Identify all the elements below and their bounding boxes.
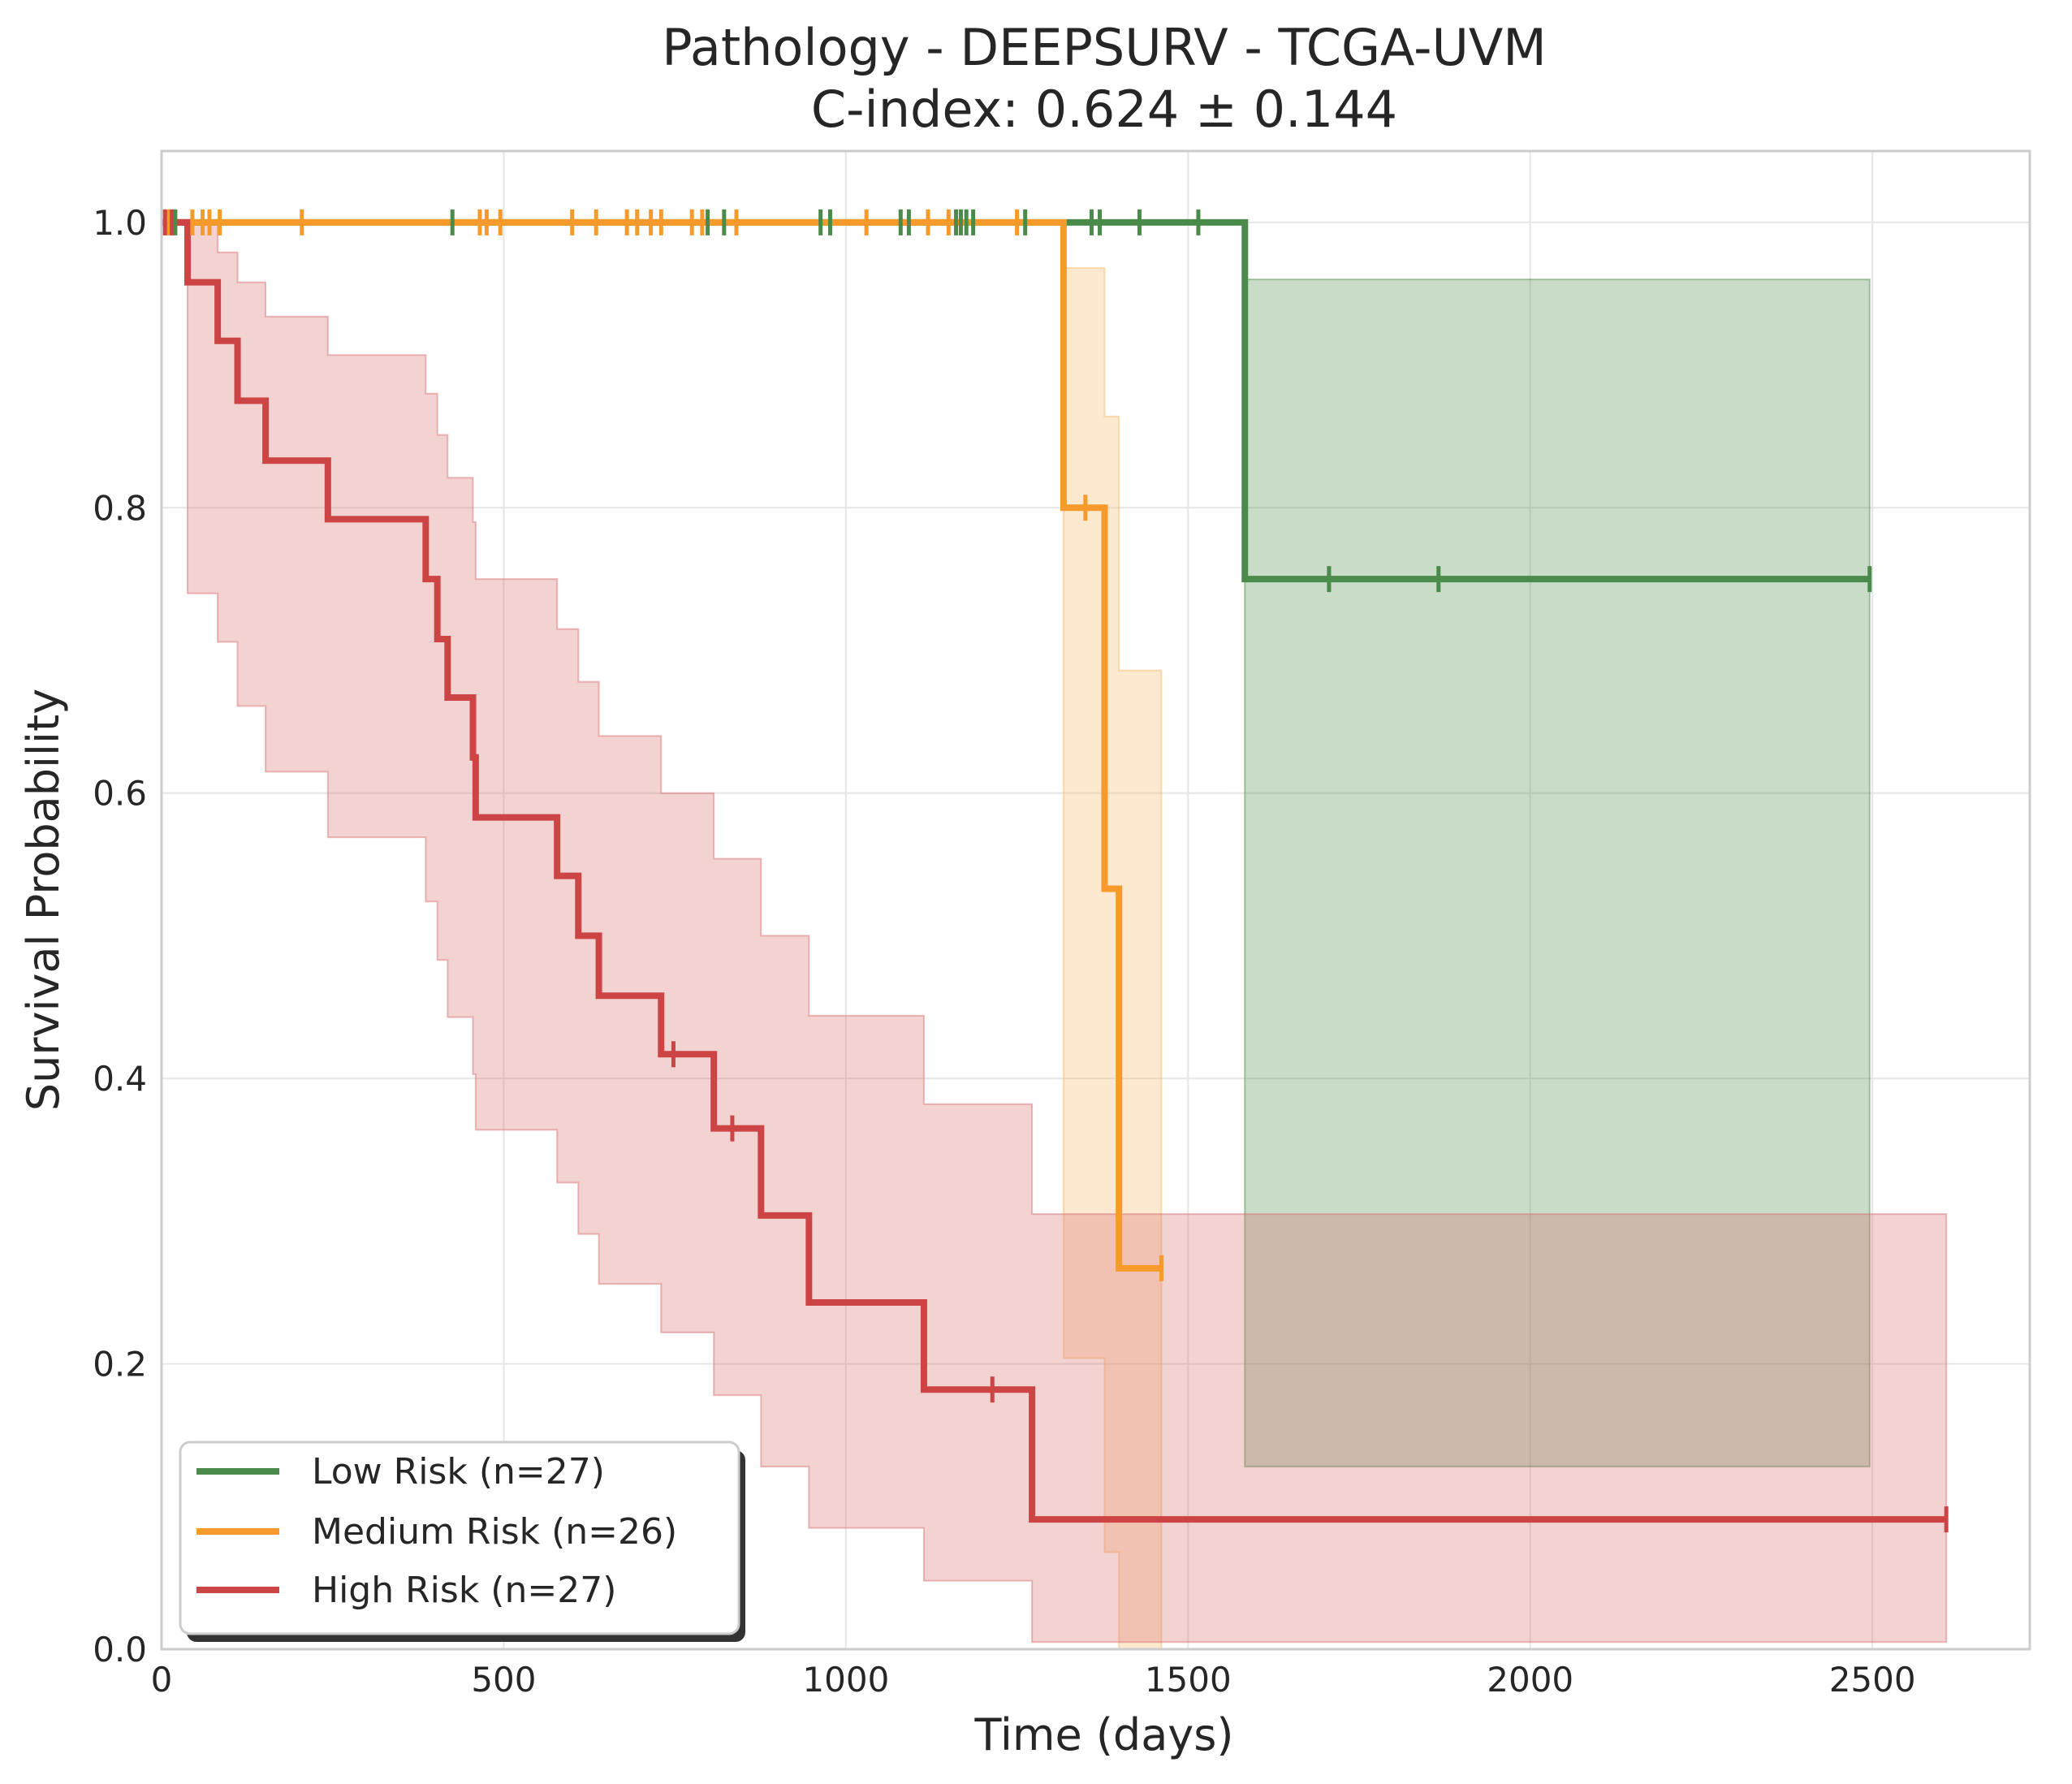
x-tick-label: 1500 <box>1145 1660 1232 1700</box>
x-axis-label: Time (days) <box>974 1709 1234 1760</box>
y-tick-label: 1.0 <box>93 203 147 243</box>
legend-label-high-risk: High Risk (n=27) <box>312 1570 616 1611</box>
legend-label-low-risk: Low Risk (n=27) <box>312 1451 605 1492</box>
y-tick-label: 0.2 <box>93 1345 147 1384</box>
survival-curve-high-risk <box>162 218 1947 1523</box>
legend-label-medium-risk: Medium Risk (n=26) <box>312 1511 677 1553</box>
y-tick-label: 0.4 <box>93 1059 147 1099</box>
plot-frame <box>160 149 2031 1651</box>
censor-marks <box>162 209 1949 1533</box>
x-tick-label: 500 <box>471 1660 536 1700</box>
ci-band-high-risk <box>187 221 1948 1644</box>
chart-subtitle: C-index: 0.624 ± 0.144 <box>811 80 1397 139</box>
y-axis-label: Survival Probability <box>18 689 69 1111</box>
x-axis-ticks: 0 500 1000 1500 2000 2500 <box>151 1660 1916 1700</box>
legend: Low Risk (n=27) Medium Risk (n=26) High … <box>179 1441 745 1642</box>
x-tick-label: 2000 <box>1487 1660 1573 1700</box>
y-tick-label: 0.8 <box>93 488 147 528</box>
y-tick-label: 0.0 <box>93 1630 147 1670</box>
y-tick-label: 0.6 <box>93 774 147 814</box>
y-axis-ticks: 0.0 0.2 0.4 0.6 0.8 1.0 <box>93 203 147 1670</box>
survival-curve-medium-risk <box>162 218 1162 1272</box>
x-tick-label: 0 <box>151 1660 173 1700</box>
chart-title: Pathology - DEEPSURV - TCGA-UVM <box>662 18 1547 77</box>
x-tick-label: 1000 <box>802 1660 889 1700</box>
x-tick-label: 2500 <box>1829 1660 1916 1700</box>
legend-box <box>179 1441 740 1635</box>
